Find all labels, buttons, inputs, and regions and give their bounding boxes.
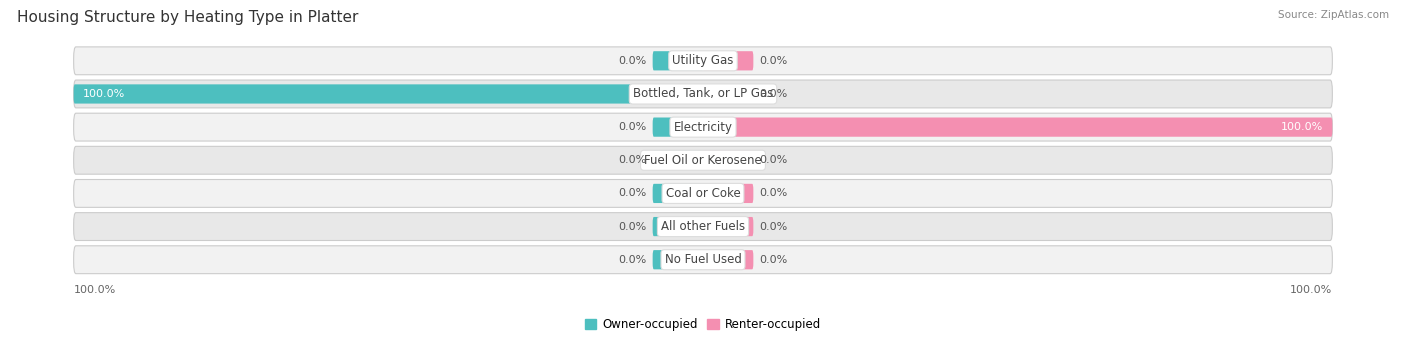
FancyBboxPatch shape [652, 51, 703, 71]
Text: 0.0%: 0.0% [759, 155, 787, 165]
Text: 0.0%: 0.0% [759, 56, 787, 66]
FancyBboxPatch shape [652, 250, 703, 269]
Text: 100.0%: 100.0% [1291, 285, 1333, 295]
Text: 0.0%: 0.0% [619, 56, 647, 66]
Text: Utility Gas: Utility Gas [672, 54, 734, 67]
Text: 100.0%: 100.0% [83, 89, 125, 99]
Text: 0.0%: 0.0% [759, 222, 787, 232]
Text: All other Fuels: All other Fuels [661, 220, 745, 233]
FancyBboxPatch shape [703, 250, 754, 269]
Text: Electricity: Electricity [673, 121, 733, 134]
FancyBboxPatch shape [73, 213, 1333, 240]
Text: 0.0%: 0.0% [619, 255, 647, 265]
Text: Housing Structure by Heating Type in Platter: Housing Structure by Heating Type in Pla… [17, 10, 359, 25]
FancyBboxPatch shape [652, 151, 703, 170]
FancyBboxPatch shape [73, 113, 1333, 141]
FancyBboxPatch shape [73, 179, 1333, 207]
FancyBboxPatch shape [703, 184, 754, 203]
FancyBboxPatch shape [703, 84, 754, 104]
FancyBboxPatch shape [652, 184, 703, 203]
FancyBboxPatch shape [703, 51, 754, 71]
FancyBboxPatch shape [652, 217, 703, 236]
Text: Coal or Coke: Coal or Coke [665, 187, 741, 200]
FancyBboxPatch shape [703, 217, 754, 236]
FancyBboxPatch shape [73, 80, 1333, 108]
Text: Bottled, Tank, or LP Gas: Bottled, Tank, or LP Gas [633, 87, 773, 101]
Text: 0.0%: 0.0% [619, 155, 647, 165]
Text: 0.0%: 0.0% [619, 222, 647, 232]
FancyBboxPatch shape [73, 246, 1333, 273]
Text: 0.0%: 0.0% [759, 89, 787, 99]
Text: 0.0%: 0.0% [619, 122, 647, 132]
FancyBboxPatch shape [703, 151, 754, 170]
Text: 100.0%: 100.0% [1281, 122, 1323, 132]
Text: 100.0%: 100.0% [73, 285, 115, 295]
Text: No Fuel Used: No Fuel Used [665, 253, 741, 266]
FancyBboxPatch shape [73, 47, 1333, 75]
Text: 0.0%: 0.0% [759, 189, 787, 198]
Text: Source: ZipAtlas.com: Source: ZipAtlas.com [1278, 10, 1389, 20]
FancyBboxPatch shape [652, 118, 703, 137]
FancyBboxPatch shape [73, 146, 1333, 174]
Text: 0.0%: 0.0% [759, 255, 787, 265]
FancyBboxPatch shape [703, 118, 1333, 137]
FancyBboxPatch shape [73, 84, 703, 104]
Text: 0.0%: 0.0% [619, 189, 647, 198]
Legend: Owner-occupied, Renter-occupied: Owner-occupied, Renter-occupied [579, 313, 827, 336]
Text: Fuel Oil or Kerosene: Fuel Oil or Kerosene [644, 154, 762, 167]
